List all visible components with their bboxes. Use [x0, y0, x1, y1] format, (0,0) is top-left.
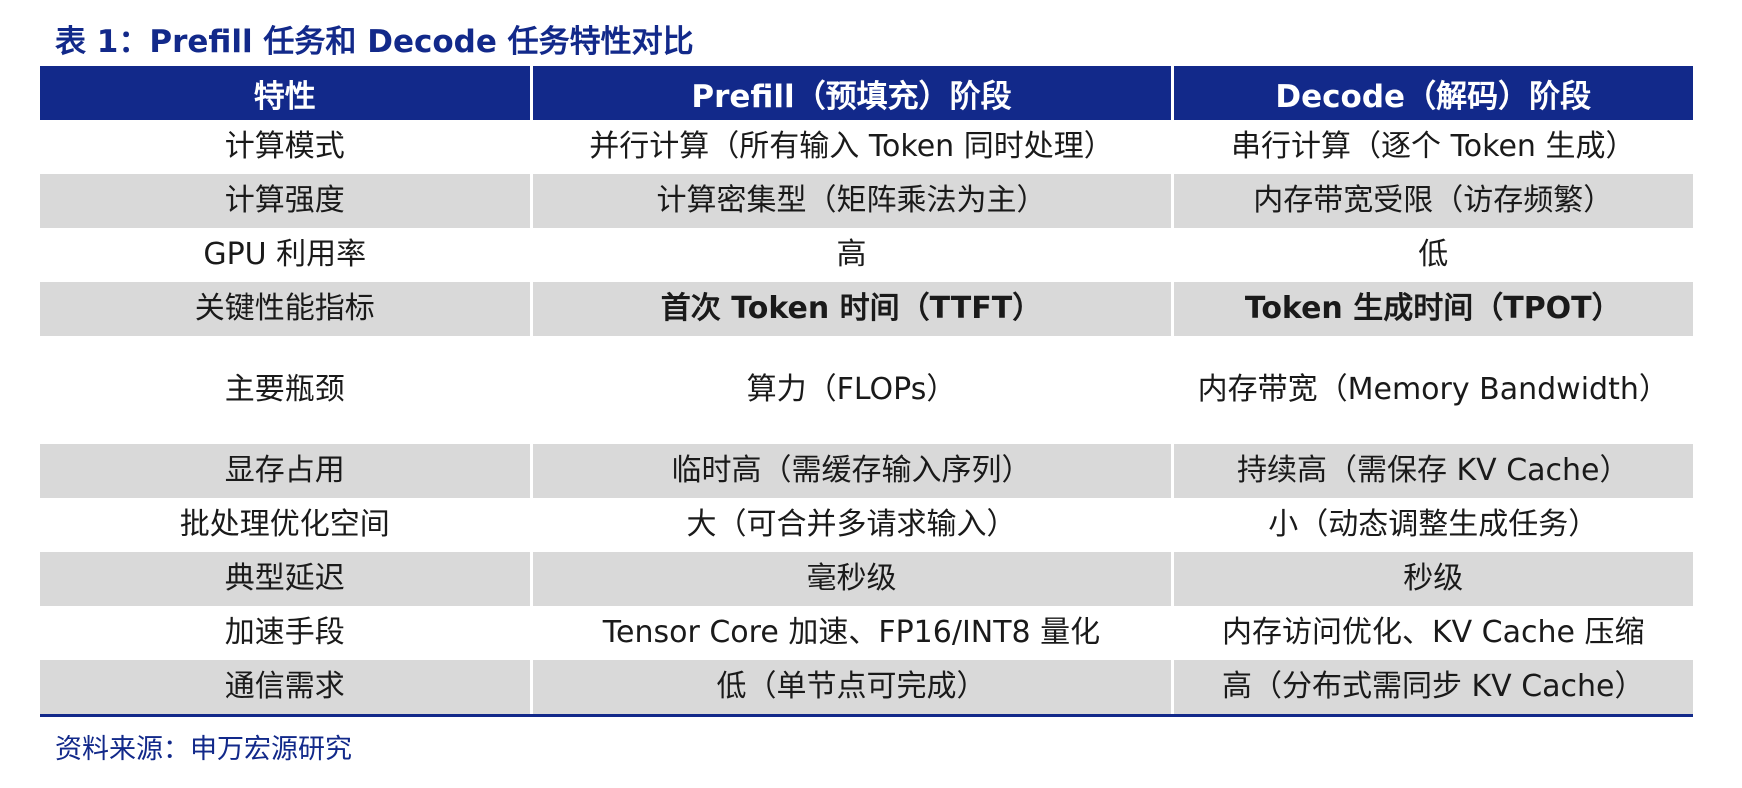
row-feature: 显存占用	[40, 444, 531, 498]
header-prefill: Prefill（预填充）阶段	[529, 66, 1172, 120]
table-row: 计算强度 计算密集型（矩阵乘法为主） 内存带宽受限（访存频繁）	[40, 174, 1693, 228]
table-row: 显存占用 临时高（需缓存输入序列） 持续高（需保存 KV Cache）	[40, 444, 1693, 498]
row-prefill: 首次 Token 时间（TTFT）	[529, 282, 1172, 336]
row-decode: Token 生成时间（TPOT）	[1170, 282, 1693, 336]
row-decode: 内存带宽（Memory Bandwidth）	[1170, 336, 1693, 444]
table-row: 主要瓶颈 算力（FLOPs） 内存带宽（Memory Bandwidth）	[40, 336, 1693, 444]
row-feature: GPU 利用率	[40, 228, 531, 282]
comparison-table: 特性 Prefill（预填充）阶段 Decode（解码）阶段 计算模式 并行计算…	[40, 66, 1693, 717]
row-prefill: Tensor Core 加速、FP16/INT8 量化	[529, 606, 1172, 660]
row-prefill: 算力（FLOPs）	[529, 336, 1172, 444]
row-decode: 内存访问优化、KV Cache 压缩	[1170, 606, 1693, 660]
row-feature: 典型延迟	[40, 552, 531, 606]
row-prefill: 毫秒级	[529, 552, 1172, 606]
table-row: 关键性能指标 首次 Token 时间（TTFT） Token 生成时间（TPOT…	[40, 282, 1693, 336]
row-decode: 串行计算（逐个 Token 生成）	[1170, 120, 1693, 174]
source-note: 资料来源：申万宏源研究	[55, 734, 352, 765]
row-decode: 内存带宽受限（访存频繁）	[1170, 174, 1693, 228]
row-feature: 通信需求	[40, 660, 531, 717]
row-feature: 计算模式	[40, 120, 531, 174]
table-row: GPU 利用率 高 低	[40, 228, 1693, 282]
table-row: 典型延迟 毫秒级 秒级	[40, 552, 1693, 606]
table-title: 表 1：Prefill 任务和 Decode 任务特性对比	[55, 24, 694, 60]
row-decode: 低	[1170, 228, 1693, 282]
header-feature: 特性	[40, 66, 531, 120]
row-prefill: 并行计算（所有输入 Token 同时处理）	[529, 120, 1172, 174]
table-header-row: 特性 Prefill（预填充）阶段 Decode（解码）阶段	[40, 66, 1693, 120]
row-feature: 批处理优化空间	[40, 498, 531, 552]
row-decode: 高（分布式需同步 KV Cache）	[1170, 660, 1693, 717]
row-prefill: 临时高（需缓存输入序列）	[529, 444, 1172, 498]
row-decode: 持续高（需保存 KV Cache）	[1170, 444, 1693, 498]
table-row: 批处理优化空间 大（可合并多请求输入） 小（动态调整生成任务）	[40, 498, 1693, 552]
row-feature: 加速手段	[40, 606, 531, 660]
table-row: 计算模式 并行计算（所有输入 Token 同时处理） 串行计算（逐个 Token…	[40, 120, 1693, 174]
row-prefill: 计算密集型（矩阵乘法为主）	[529, 174, 1172, 228]
table-row: 通信需求 低（单节点可完成） 高（分布式需同步 KV Cache）	[40, 660, 1693, 717]
header-decode: Decode（解码）阶段	[1170, 66, 1693, 120]
row-decode: 秒级	[1170, 552, 1693, 606]
row-prefill: 低（单节点可完成）	[529, 660, 1172, 717]
row-feature: 主要瓶颈	[40, 336, 531, 444]
row-prefill: 高	[529, 228, 1172, 282]
row-prefill: 大（可合并多请求输入）	[529, 498, 1172, 552]
row-decode: 小（动态调整生成任务）	[1170, 498, 1693, 552]
table-row: 加速手段 Tensor Core 加速、FP16/INT8 量化 内存访问优化、…	[40, 606, 1693, 660]
row-feature: 计算强度	[40, 174, 531, 228]
row-feature: 关键性能指标	[40, 282, 531, 336]
